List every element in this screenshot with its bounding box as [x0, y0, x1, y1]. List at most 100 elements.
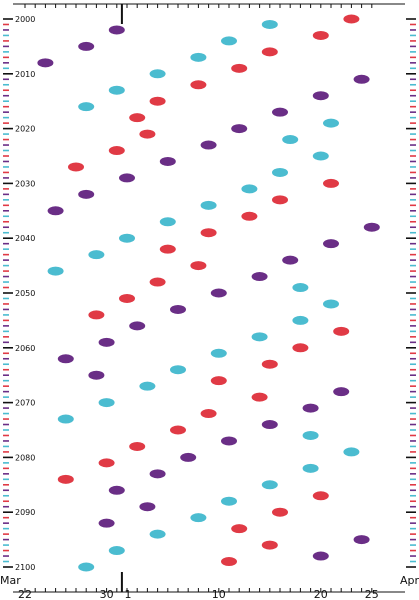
month-label: Apr	[400, 574, 419, 587]
easter-date-point	[312, 30, 329, 40]
easter-date-point	[108, 485, 125, 495]
easter-date-point	[57, 354, 74, 364]
easter-date-point	[119, 293, 135, 303]
easter-date-point	[343, 447, 360, 457]
easter-date-point	[302, 430, 319, 440]
easter-date-point	[312, 151, 329, 161]
easter-date-point	[200, 228, 217, 238]
year-label: 2020	[15, 125, 35, 134]
year-label: 2050	[15, 289, 35, 298]
easter-date-point	[149, 96, 166, 106]
day-label: 20	[314, 588, 328, 600]
easter-date-point	[333, 326, 350, 336]
easter-date-point	[363, 222, 380, 232]
easter-date-point	[200, 140, 217, 150]
easter-date-point	[251, 392, 268, 402]
easter-date-point	[210, 288, 227, 298]
year-label: 2010	[15, 70, 35, 79]
easter-date-point	[282, 255, 299, 265]
easter-date-point	[129, 113, 146, 123]
easter-date-point	[292, 343, 309, 353]
data-points	[37, 14, 380, 572]
easter-date-point	[119, 173, 135, 183]
easter-date-point	[200, 200, 217, 210]
easter-date-point	[272, 167, 288, 177]
easter-date-point	[312, 551, 329, 561]
year-label: 2060	[15, 344, 35, 353]
day-label: 1	[125, 588, 132, 600]
day-label: 10	[212, 588, 226, 600]
easter-date-point	[312, 91, 329, 101]
easter-date-point	[108, 146, 125, 156]
day-label: 30	[100, 588, 114, 600]
easter-date-point	[231, 63, 248, 73]
easter-date-point	[98, 518, 115, 528]
easter-date-point	[282, 135, 299, 145]
year-label: 2070	[15, 399, 35, 408]
easter-date-point	[272, 507, 288, 517]
easter-date-point	[47, 206, 64, 216]
easter-date-point	[190, 261, 207, 271]
easter-date-point	[190, 52, 207, 62]
year-label: 2080	[15, 453, 35, 462]
easter-date-point	[312, 491, 329, 501]
year-label: 2100	[15, 563, 35, 572]
easter-date-point	[323, 239, 339, 249]
easter-date-point	[139, 381, 156, 391]
day-label: 22	[18, 588, 32, 600]
easter-date-point	[57, 474, 74, 484]
easter-date-point	[210, 348, 227, 358]
year-label: 2090	[15, 508, 35, 517]
easter-date-point	[108, 85, 125, 95]
easter-date-point	[251, 332, 268, 342]
easter-date-point	[68, 162, 84, 172]
easter-date-point	[37, 58, 54, 68]
easter-date-point	[149, 69, 166, 79]
easter-date-point	[190, 80, 207, 90]
easter-date-point	[221, 36, 237, 46]
easter-date-point	[108, 25, 125, 35]
easter-date-point	[139, 129, 156, 139]
easter-date-point	[57, 414, 74, 424]
easter-date-point	[333, 387, 350, 397]
easter-date-point	[108, 546, 125, 556]
easter-date-point	[221, 436, 237, 446]
easter-date-point	[159, 156, 176, 166]
easter-date-point	[210, 376, 227, 386]
year-label: 2030	[15, 179, 35, 188]
easter-date-point	[231, 124, 248, 134]
easter-date-point	[261, 19, 278, 29]
year-label: 2000	[15, 15, 35, 24]
easter-date-point	[302, 463, 319, 473]
easter-date-point	[190, 513, 207, 523]
easter-date-point	[78, 189, 95, 199]
easter-date-point	[170, 304, 186, 314]
easter-date-point	[78, 41, 95, 51]
easter-date-point	[323, 178, 339, 188]
easter-date-point	[149, 469, 166, 479]
month-label: Mar	[0, 574, 21, 587]
easter-date-point	[159, 217, 176, 227]
easter-date-point	[292, 283, 309, 293]
easter-date-point	[98, 458, 115, 468]
easter-date-point	[261, 359, 278, 369]
axis-labels: 2000201020202030204020502060207020802090…	[0, 15, 419, 600]
easter-date-point	[251, 272, 268, 282]
year-label: 2040	[15, 234, 35, 243]
easter-date-point	[221, 496, 237, 506]
easter-date-point	[159, 244, 176, 254]
easter-date-point	[261, 540, 278, 550]
easter-date-point	[323, 299, 339, 309]
easter-date-point	[241, 211, 258, 221]
easter-date-point	[200, 409, 217, 419]
easter-date-point	[88, 310, 105, 320]
easter-date-point	[129, 441, 146, 451]
easter-date-point	[78, 102, 95, 112]
easter-date-point	[149, 277, 166, 287]
easter-date-point	[261, 420, 278, 430]
easter-date-point	[353, 535, 370, 545]
easter-date-point	[149, 529, 166, 539]
easter-date-point	[343, 14, 360, 24]
easter-date-point	[129, 321, 146, 331]
easter-date-point	[119, 233, 135, 243]
